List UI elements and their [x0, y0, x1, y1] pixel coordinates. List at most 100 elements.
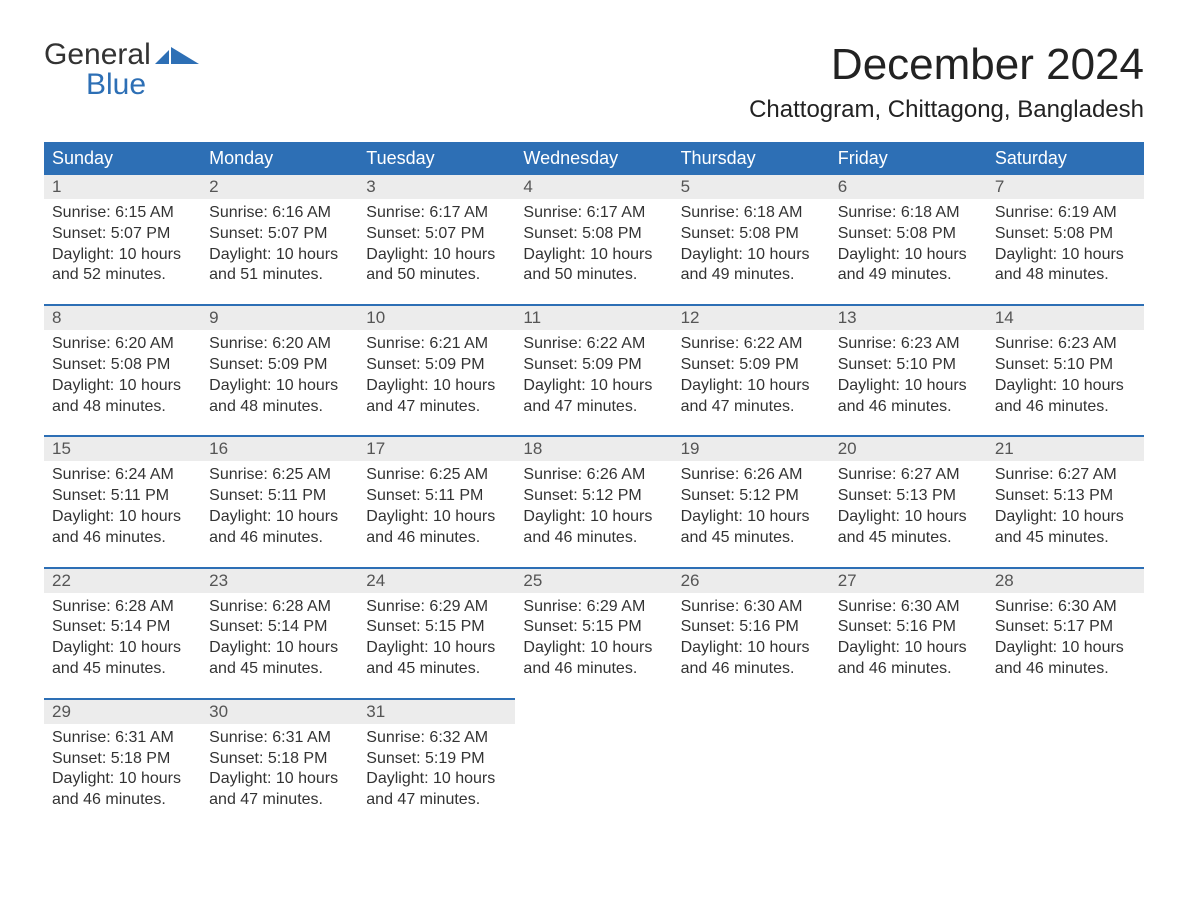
sunrise-line: Sunrise: 6:18 AM [838, 203, 979, 224]
day-number: 2 [201, 175, 358, 199]
weekday-sunday: Sunday [44, 142, 201, 175]
day-details: Sunrise: 6:22 AMSunset: 5:09 PMDaylight:… [681, 334, 822, 417]
weekday-monday: Monday [201, 142, 358, 175]
sunset-line: Sunset: 5:07 PM [209, 224, 350, 245]
daylight-line: Daylight: 10 hours and 46 minutes. [995, 638, 1136, 680]
daylight-line: Daylight: 10 hours and 45 minutes. [995, 507, 1136, 549]
sunset-line: Sunset: 5:09 PM [209, 355, 350, 376]
day-number: 25 [515, 567, 672, 593]
day-details: Sunrise: 6:28 AMSunset: 5:14 PMDaylight:… [209, 597, 350, 680]
day-details: Sunrise: 6:25 AMSunset: 5:11 PMDaylight:… [209, 465, 350, 548]
day-number: 17 [358, 435, 515, 461]
day-details: Sunrise: 6:27 AMSunset: 5:13 PMDaylight:… [995, 465, 1136, 548]
daylight-line: Daylight: 10 hours and 51 minutes. [209, 245, 350, 287]
sunset-line: Sunset: 5:13 PM [838, 486, 979, 507]
sunrise-line: Sunrise: 6:24 AM [52, 465, 193, 486]
day-details: Sunrise: 6:17 AMSunset: 5:07 PMDaylight:… [366, 203, 507, 286]
day-details: Sunrise: 6:23 AMSunset: 5:10 PMDaylight:… [838, 334, 979, 417]
day-number: 14 [987, 304, 1144, 330]
week-row: 8Sunrise: 6:20 AMSunset: 5:08 PMDaylight… [44, 304, 1144, 435]
sunset-line: Sunset: 5:18 PM [209, 749, 350, 770]
sunset-line: Sunset: 5:11 PM [52, 486, 193, 507]
daylight-line: Daylight: 10 hours and 49 minutes. [838, 245, 979, 287]
day-cell: 13Sunrise: 6:23 AMSunset: 5:10 PMDayligh… [830, 304, 987, 435]
day-details: Sunrise: 6:19 AMSunset: 5:08 PMDaylight:… [995, 203, 1136, 286]
day-details: Sunrise: 6:26 AMSunset: 5:12 PMDaylight:… [681, 465, 822, 548]
sunset-line: Sunset: 5:11 PM [366, 486, 507, 507]
daylight-line: Daylight: 10 hours and 52 minutes. [52, 245, 193, 287]
daylight-line: Daylight: 10 hours and 48 minutes. [209, 376, 350, 418]
sunrise-line: Sunrise: 6:30 AM [681, 597, 822, 618]
day-details: Sunrise: 6:16 AMSunset: 5:07 PMDaylight:… [209, 203, 350, 286]
daylight-line: Daylight: 10 hours and 46 minutes. [523, 507, 664, 549]
daylight-line: Daylight: 10 hours and 49 minutes. [681, 245, 822, 287]
daylight-line: Daylight: 10 hours and 46 minutes. [52, 769, 193, 811]
sunrise-line: Sunrise: 6:23 AM [838, 334, 979, 355]
sunset-line: Sunset: 5:13 PM [995, 486, 1136, 507]
day-cell: 14Sunrise: 6:23 AMSunset: 5:10 PMDayligh… [987, 304, 1144, 435]
sunset-line: Sunset: 5:17 PM [995, 617, 1136, 638]
day-details: Sunrise: 6:25 AMSunset: 5:11 PMDaylight:… [366, 465, 507, 548]
day-cell: 6Sunrise: 6:18 AMSunset: 5:08 PMDaylight… [830, 175, 987, 304]
daylight-line: Daylight: 10 hours and 46 minutes. [838, 376, 979, 418]
sunset-line: Sunset: 5:14 PM [209, 617, 350, 638]
sunrise-line: Sunrise: 6:30 AM [838, 597, 979, 618]
day-details: Sunrise: 6:32 AMSunset: 5:19 PMDaylight:… [366, 728, 507, 811]
day-details: Sunrise: 6:28 AMSunset: 5:14 PMDaylight:… [52, 597, 193, 680]
day-cell: 17 Sunrise: 6:25 AMSunset: 5:11 PMDayligh… [358, 435, 515, 566]
day-cell: 1Sunrise: 6:15 AMSunset: 5:07 PMDaylight… [44, 175, 201, 304]
daylight-line: Daylight: 10 hours and 47 minutes. [681, 376, 822, 418]
sunset-line: Sunset: 5:08 PM [523, 224, 664, 245]
daylight-line: Daylight: 10 hours and 47 minutes. [366, 376, 507, 418]
day-cell: 23 Sunrise: 6:28 AMSunset: 5:14 PMDayligh… [201, 567, 358, 698]
week-row: 29Sunrise: 6:31 AMSunset: 5:18 PMDayligh… [44, 698, 1144, 829]
daylight-line: Daylight: 10 hours and 46 minutes. [52, 507, 193, 549]
weekday-friday: Friday [830, 142, 987, 175]
empty-day-cell [673, 698, 830, 829]
sunset-line: Sunset: 5:19 PM [366, 749, 507, 770]
day-cell: 24Sunrise: 6:29 AMSunset: 5:15 PMDayligh… [358, 567, 515, 698]
sunset-line: Sunset: 5:16 PM [838, 617, 979, 638]
daylight-line: Daylight: 10 hours and 46 minutes. [838, 638, 979, 680]
day-cell: 22Sunrise: 6:28 AMSunset: 5:14 PMDayligh… [44, 567, 201, 698]
day-number: 31 [358, 698, 515, 724]
sunset-line: Sunset: 5:15 PM [523, 617, 664, 638]
day-number: 24 [358, 567, 515, 593]
week-row: 15Sunrise: 6:24 AMSunset: 5:11 PMDayligh… [44, 435, 1144, 566]
sunset-line: Sunset: 5:09 PM [681, 355, 822, 376]
daylight-line: Daylight: 10 hours and 45 minutes. [838, 507, 979, 549]
daylight-line: Daylight: 10 hours and 47 minutes. [209, 769, 350, 811]
empty-day-cell [830, 698, 987, 829]
day-cell: 4Sunrise: 6:17 AMSunset: 5:08 PMDaylight… [515, 175, 672, 304]
sunrise-line: Sunrise: 6:26 AM [681, 465, 822, 486]
weekday-wednesday: Wednesday [515, 142, 672, 175]
sunrise-line: Sunrise: 6:27 AM [995, 465, 1136, 486]
day-number: 15 [44, 435, 201, 461]
header: General Blue December 2024 Chattogram, C… [44, 40, 1144, 124]
sunset-line: Sunset: 5:12 PM [523, 486, 664, 507]
day-number: 21 [987, 435, 1144, 461]
sunset-line: Sunset: 5:08 PM [681, 224, 822, 245]
sunset-line: Sunset: 5:11 PM [209, 486, 350, 507]
sunset-line: Sunset: 5:10 PM [995, 355, 1136, 376]
day-number: 9 [201, 304, 358, 330]
sunset-line: Sunset: 5:08 PM [838, 224, 979, 245]
day-details: Sunrise: 6:26 AMSunset: 5:12 PMDaylight:… [523, 465, 664, 548]
daylight-line: Daylight: 10 hours and 45 minutes. [681, 507, 822, 549]
sunrise-line: Sunrise: 6:28 AM [52, 597, 193, 618]
sunrise-line: Sunrise: 6:29 AM [523, 597, 664, 618]
daylight-line: Daylight: 10 hours and 45 minutes. [209, 638, 350, 680]
day-details: Sunrise: 6:22 AMSunset: 5:09 PMDaylight:… [523, 334, 664, 417]
sunset-line: Sunset: 5:12 PM [681, 486, 822, 507]
day-details: Sunrise: 6:17 AMSunset: 5:08 PMDaylight:… [523, 203, 664, 286]
day-cell: 10Sunrise: 6:21 AMSunset: 5:09 PMDayligh… [358, 304, 515, 435]
day-number: 11 [515, 304, 672, 330]
daylight-line: Daylight: 10 hours and 48 minutes. [995, 245, 1136, 287]
day-number: 23 [201, 567, 358, 593]
calendar: SundayMondayTuesdayWednesdayThursdayFrid… [44, 142, 1144, 829]
sunrise-line: Sunrise: 6:25 AM [209, 465, 350, 486]
weekday-saturday: Saturday [987, 142, 1144, 175]
week-row: 22Sunrise: 6:28 AMSunset: 5:14 PMDayligh… [44, 567, 1144, 698]
weekday-header-row: SundayMondayTuesdayWednesdayThursdayFrid… [44, 142, 1144, 175]
day-cell: 9Sunrise: 6:20 AMSunset: 5:09 PMDaylight… [201, 304, 358, 435]
